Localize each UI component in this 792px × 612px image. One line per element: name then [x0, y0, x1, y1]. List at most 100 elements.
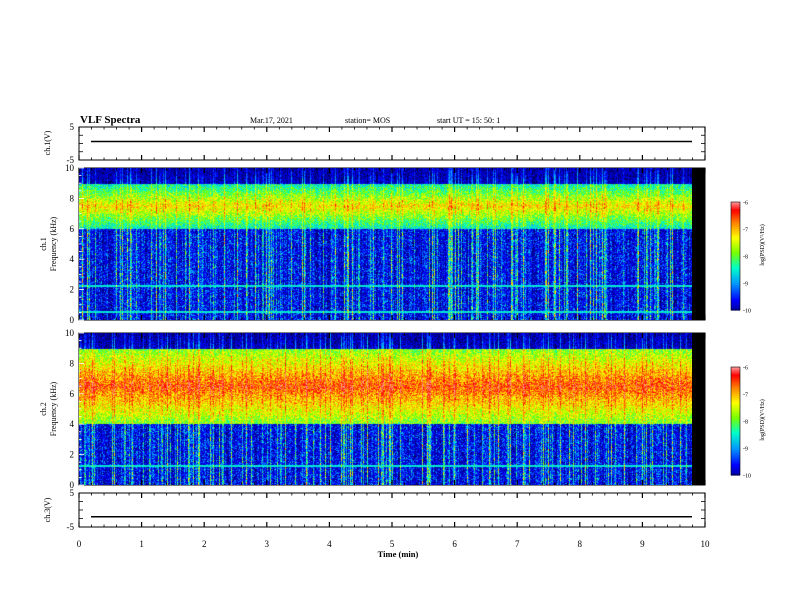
colorbar-segment [731, 238, 740, 241]
colorbar-segment [731, 395, 740, 399]
x-tick-label: 4 [327, 539, 332, 549]
colorbar-segment [731, 397, 740, 400]
colorbar-segment [731, 279, 740, 282]
colorbar-segment [731, 232, 740, 235]
frequency-tick-label: 0 [70, 480, 75, 490]
colorbar-segment [731, 297, 740, 300]
colorbar-tick-label: -9 [743, 282, 748, 288]
colorbar-segment [731, 220, 740, 223]
colorbar-tick-label: -10 [743, 309, 751, 315]
colorbar-segment [731, 457, 740, 460]
x-tick-label: 1 [139, 539, 144, 549]
colorbar-segment [731, 430, 740, 433]
colorbar-segment [731, 368, 740, 372]
colorbar-segment [731, 283, 740, 286]
colorbar-segment [731, 252, 740, 255]
voltage-tick-label: -5 [67, 522, 75, 532]
frequency-tick-label: 8 [70, 193, 75, 203]
colorbar-segment [731, 388, 740, 391]
colorbar-segment [731, 290, 740, 293]
ch2-channel-label: ch.2 [39, 402, 48, 416]
ch1-spectrogram [79, 168, 692, 320]
x-tick-label: 5 [390, 539, 395, 549]
colorbar-segment [731, 440, 740, 444]
colorbar-segment [731, 221, 740, 225]
colorbar-segment [731, 453, 740, 456]
colorbar-segment [731, 424, 740, 427]
colorbar-tick-label: -8 [743, 420, 748, 426]
colorbar-segment [731, 227, 740, 230]
colorbar-segment [731, 209, 740, 212]
date-label: Mar.17, 2021 [250, 116, 293, 125]
colorbar-segment [731, 265, 740, 268]
colorbar-segment [731, 225, 740, 228]
colorbar-segment [731, 256, 740, 259]
colorbar-segment [731, 376, 740, 379]
colorbar-segment [731, 272, 740, 275]
colorbar-segment [731, 374, 740, 377]
ch1-colorbar: -6 -7 -8 -9 -10 [730, 201, 751, 315]
voltage-tick-label: 5 [70, 122, 75, 132]
x-tick-label: 3 [265, 539, 270, 549]
colorbar-segment [731, 431, 740, 435]
ch2-colorbar: -6 -7 -8 -9 -10 [730, 366, 751, 480]
colorbar-segment [731, 401, 740, 404]
voltage-tick-label: 5 [70, 488, 75, 498]
colorbar-segment [731, 473, 740, 476]
colorbar-segment [731, 410, 740, 413]
colorbar-segment [731, 236, 740, 239]
colorbar-segment [731, 412, 740, 415]
colorbar-tick-label: -7 [743, 228, 748, 234]
colorbar-segment [731, 451, 740, 454]
colorbar-segment [731, 263, 740, 266]
colorbar-segment [731, 394, 740, 397]
colorbar-segment [731, 212, 740, 216]
colorbar-segment [731, 442, 740, 445]
colorbar-segment [731, 390, 740, 393]
colorbar-segment [731, 266, 740, 270]
colorbar-segment [731, 250, 740, 253]
colorbar-segment [731, 248, 740, 252]
ch1-channel-label: ch.1 [39, 237, 48, 251]
voltage-tick-label: -5 [67, 155, 75, 165]
colorbar-frame [730, 201, 741, 311]
colorbar-segment [731, 292, 740, 295]
colorbar-segment [731, 383, 740, 386]
colorbar-segment [731, 421, 740, 424]
colorbar-segment [731, 462, 740, 465]
colorbar-segment [731, 413, 740, 417]
colorbar-segment [731, 417, 740, 420]
colorbar-segment [731, 408, 740, 411]
colorbar-segment [731, 302, 740, 306]
colorbar-segment [731, 455, 740, 458]
x-tick-label: 8 [578, 539, 583, 549]
colorbar-segment [731, 304, 740, 307]
station-label: station= MOS [345, 116, 390, 125]
colorbar-segment [731, 229, 740, 232]
colorbar-segment [731, 230, 740, 234]
ch2-colorbar-label: log(PSD)(V²/Hz) [759, 399, 766, 440]
colorbar-segment [731, 466, 740, 469]
colorbar-segment [731, 261, 740, 264]
colorbar-segment [731, 270, 740, 273]
x-axis-title: Time (min) [378, 549, 419, 559]
colorbar-segment [731, 467, 740, 471]
colorbar-segment [731, 308, 740, 311]
ch2-frequency-axis-label: Frequency (kHz) [49, 381, 58, 436]
colorbar-segment [731, 419, 740, 422]
frequency-tick-label: 4 [70, 254, 75, 264]
ch3-voltage-frame [78, 492, 706, 528]
x-tick-label: 0 [77, 539, 82, 549]
colorbar-segment [731, 241, 740, 244]
colorbar-segment [731, 275, 740, 279]
colorbar-segment [731, 386, 740, 390]
colorbar-segment [731, 299, 740, 302]
ch1-colorbar-label: log(PSD)(V²/Hz) [759, 224, 766, 265]
colorbar-segment [731, 245, 740, 248]
colorbar-segment [731, 415, 740, 418]
chart-title: VLF Spectra [80, 114, 141, 126]
colorbar-segment [731, 202, 740, 205]
colorbar-segment [731, 464, 740, 467]
colorbar-segment [731, 444, 740, 447]
